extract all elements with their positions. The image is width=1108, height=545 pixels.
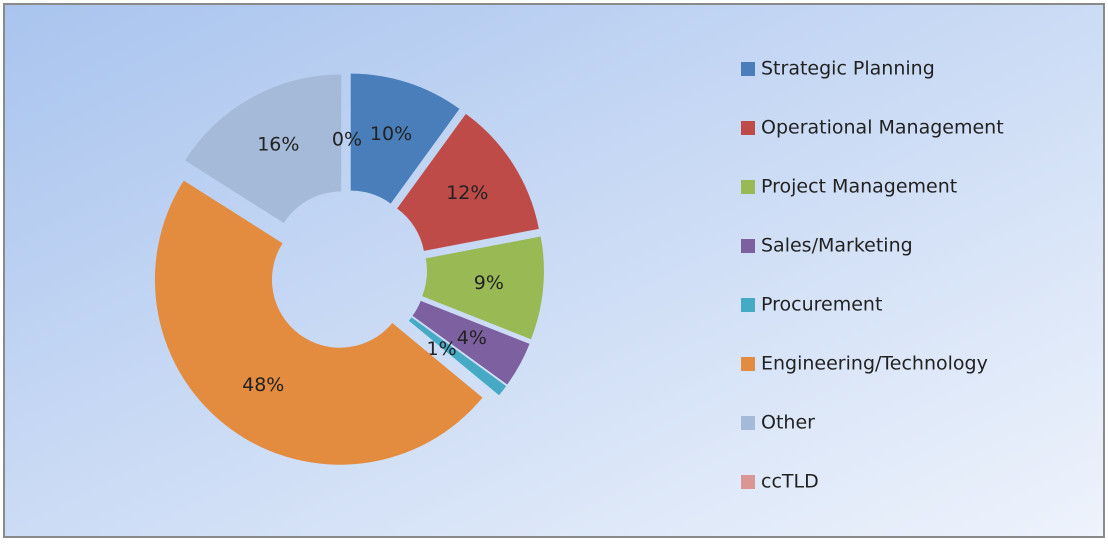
data-label: 16% [257, 134, 299, 156]
data-label: 1% [427, 338, 457, 360]
legend-label: ccTLD [761, 471, 819, 493]
data-label: 12% [446, 182, 488, 204]
legend-swatch [741, 121, 755, 135]
pie-slice [185, 74, 342, 224]
pie-slice [397, 113, 539, 251]
legend-swatch [741, 475, 755, 489]
legend-label: Other [761, 412, 815, 434]
legend-swatch [741, 357, 755, 371]
legend-label: Procurement [761, 294, 882, 316]
legend-swatch [741, 180, 755, 194]
pie-slice [412, 300, 530, 385]
data-label: 48% [242, 374, 284, 396]
legend-swatch [741, 62, 755, 76]
legend-swatch [741, 298, 755, 312]
legend-label: Project Management [761, 176, 957, 198]
legend-label: Strategic Planning [761, 58, 935, 80]
data-label: 0% [332, 129, 362, 151]
legend-swatch [741, 416, 755, 430]
data-label: 4% [457, 327, 487, 349]
legend-swatch [741, 239, 755, 253]
pie-slice [350, 73, 460, 204]
legend-label: Engineering/Technology [761, 353, 988, 375]
legend-label: Sales/Marketing [761, 235, 913, 257]
data-label: 10% [370, 123, 412, 145]
data-label: 9% [474, 272, 504, 294]
pie-slice [154, 180, 483, 465]
pie-slice [422, 236, 544, 340]
pie-slice [408, 317, 507, 396]
legend-label: Operational Management [761, 117, 1004, 139]
